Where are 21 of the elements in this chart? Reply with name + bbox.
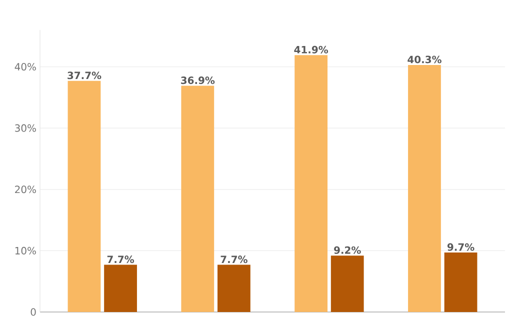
bar	[68, 80, 101, 312]
y-tick-label: 20%	[15, 186, 36, 194]
data-label: 9.2%	[334, 246, 361, 254]
bar	[181, 86, 214, 312]
bar	[217, 264, 250, 312]
data-label: 41.9%	[294, 46, 328, 54]
bar	[294, 55, 328, 312]
data-label: 7.7%	[107, 256, 134, 264]
data-label: 37.7%	[68, 72, 102, 80]
data-label: 40.3%	[408, 56, 442, 64]
bar	[104, 264, 137, 312]
y-tick-label: 40%	[14, 63, 36, 71]
bar	[444, 252, 478, 312]
bar	[330, 256, 364, 312]
y-tick-label: 30%	[15, 124, 36, 132]
y-tick-label: 0	[30, 308, 36, 316]
bar	[408, 64, 441, 312]
data-label: 9.7%	[447, 243, 474, 251]
data-label: 7.7%	[220, 256, 248, 264]
data-label: 36.9%	[181, 76, 215, 84]
y-tick-label: 10%	[15, 246, 36, 254]
